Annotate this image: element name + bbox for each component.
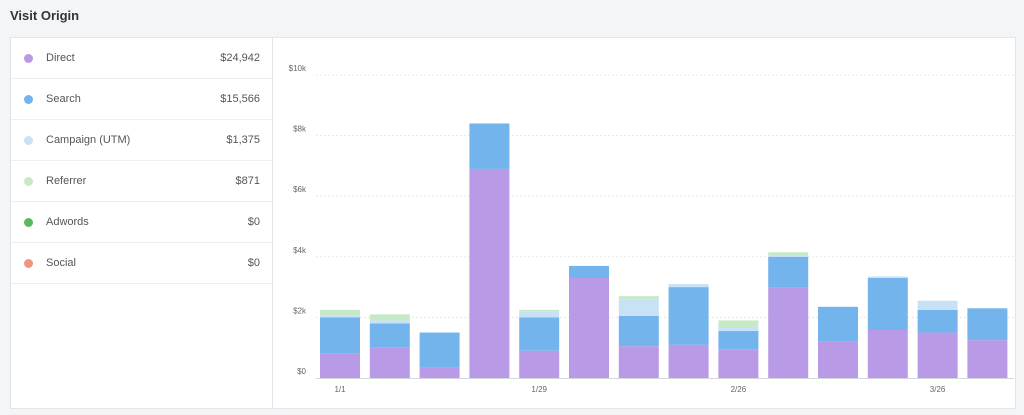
bar-segment-search[interactable] [967, 308, 1008, 341]
bar-segment-direct[interactable] [320, 353, 360, 378]
x-tick-label: 1/29 [531, 385, 547, 394]
legend-item-social[interactable]: Social $0 [11, 243, 272, 284]
legend-item-value: $0 [247, 216, 260, 228]
y-tick-label: $2k [293, 306, 307, 315]
bar-segment-direct[interactable] [618, 346, 659, 378]
search-dot-icon [24, 94, 33, 104]
bar-segment-direct[interactable] [668, 344, 709, 378]
bar-segment-direct[interactable] [569, 278, 609, 378]
bar-segment-direct[interactable] [519, 350, 560, 378]
bar-segment-search[interactable] [320, 317, 360, 354]
bar-segment-direct[interactable] [469, 168, 510, 378]
y-tick-label: $6k [293, 185, 307, 194]
adwords-dot-icon [24, 217, 33, 227]
bar-segment-campaign-utm[interactable] [369, 320, 410, 324]
bar-segment-search[interactable] [469, 123, 510, 169]
visit-origin-panel: Direct $24,942 Search $15,566 Campaign (… [10, 37, 1016, 409]
grid-layer [316, 74, 1014, 318]
y-tick-label: $4k [293, 246, 307, 255]
bar-segment-search[interactable] [718, 331, 759, 350]
legend-item-label: Adwords [46, 216, 89, 228]
bar-segment-direct[interactable] [867, 329, 908, 378]
legend-item-search[interactable]: Search $15,566 [11, 79, 272, 120]
bar-segment-direct[interactable] [818, 341, 858, 378]
legend-item-campaign[interactable]: Campaign (UTM) $1,375 [11, 120, 272, 161]
bar-segment-search[interactable] [569, 265, 609, 279]
bar-segment-referrer[interactable] [320, 309, 360, 316]
x-tick-label: 2/26 [731, 385, 747, 394]
bar-segment-search[interactable] [867, 278, 908, 330]
axis-layer: $0 $2k $4k $6k $8k $10k 1/1 1/29 2/26 3/26 [289, 64, 1014, 394]
y-tick-label: $0 [297, 367, 306, 376]
y-tick-label: $8k [293, 125, 307, 134]
legend-item-label: Direct [46, 52, 75, 64]
legend: Direct $24,942 Search $15,566 Campaign (… [11, 38, 273, 408]
bar-segment-search[interactable] [818, 306, 858, 342]
legend-item-value: $24,942 [220, 52, 260, 64]
bar-segment-campaign-utm[interactable] [668, 284, 709, 288]
legend-item-value: $15,566 [220, 93, 260, 105]
bar-segment-referrer[interactable] [768, 252, 809, 256]
bar-segment-campaign-utm[interactable] [867, 276, 908, 279]
bar-segment-direct[interactable] [967, 340, 1008, 378]
bar-segment-referrer[interactable] [369, 314, 410, 321]
bar-segment-direct[interactable] [917, 332, 958, 378]
legend-item-label: Campaign (UTM) [46, 134, 131, 146]
legend-item-direct[interactable]: Direct $24,942 [11, 38, 272, 79]
direct-dot-icon [24, 53, 33, 63]
header: Visit Origin [0, 0, 1024, 34]
bar-segment-campaign-utm[interactable] [768, 255, 809, 257]
x-tick-label: 3/26 [930, 385, 946, 394]
bar-segment-search[interactable] [668, 287, 709, 345]
stacked-bar-chart: $0 $2k $4k $6k $8k $10k 1/1 1/29 2/26 3/26 [274, 38, 1015, 408]
x-tick-label: 1/1 [334, 385, 346, 394]
bar-segment-referrer[interactable] [718, 320, 759, 329]
bar-segment-search[interactable] [419, 332, 460, 368]
bar-segment-campaign-utm[interactable] [618, 299, 659, 316]
legend-item-label: Referrer [46, 175, 87, 187]
bar-segment-campaign-utm[interactable] [917, 300, 958, 310]
legend-item-value: $1,375 [226, 134, 260, 146]
bars-layer [320, 123, 1008, 378]
bar-segment-search[interactable] [917, 309, 958, 333]
legend-item-label: Search [46, 93, 81, 105]
legend-item-value: $0 [247, 257, 260, 269]
bar-segment-search[interactable] [519, 317, 560, 351]
legend-item-label: Social [46, 257, 76, 269]
social-dot-icon [24, 258, 33, 268]
bar-segment-referrer[interactable] [618, 296, 659, 300]
bar-segment-search[interactable] [618, 315, 659, 347]
campaign-dot-icon [24, 135, 33, 145]
page-title: Visit Origin [10, 8, 80, 23]
bar-segment-direct[interactable] [419, 367, 460, 378]
bar-segment-campaign-utm[interactable] [320, 315, 360, 318]
bar-segment-referrer[interactable] [519, 309, 560, 312]
legend-item-referrer[interactable]: Referrer $871 [11, 161, 272, 202]
bar-segment-search[interactable] [768, 256, 809, 288]
bar-segment-direct[interactable] [768, 287, 809, 378]
bar-segment-campaign-utm[interactable] [519, 311, 560, 318]
bar-segment-direct[interactable] [369, 347, 410, 378]
legend-item-adwords[interactable]: Adwords $0 [11, 202, 272, 243]
referrer-dot-icon [24, 176, 33, 186]
chart-svg: $0 $2k $4k $6k $8k $10k 1/1 1/29 2/26 3/26 [289, 64, 1014, 394]
bar-segment-campaign-utm[interactable] [718, 328, 759, 332]
bar-segment-search[interactable] [369, 323, 410, 348]
legend-item-value: $871 [235, 175, 260, 187]
y-tick-label: $10k [289, 64, 307, 73]
bar-segment-direct[interactable] [718, 349, 759, 378]
